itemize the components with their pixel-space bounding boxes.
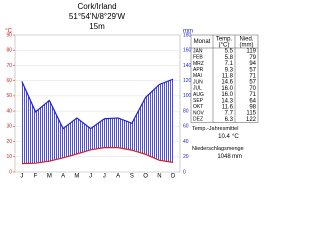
x-tick-label: F [34, 174, 38, 180]
y-tick-label: 50 [6, 93, 12, 99]
table-precip: 94 [249, 61, 256, 67]
table-month: SEP [193, 98, 204, 104]
y2-tick-label: 160 [183, 48, 192, 54]
subtitle: 51°54'N/8°29'W [69, 12, 126, 21]
x-tick-label: M [74, 174, 79, 180]
table-temp: 9.3 [225, 67, 234, 73]
y-tick-label: 70 [6, 63, 12, 69]
table-header-unit: (°C) [219, 43, 230, 49]
table-precip: 71 [249, 92, 256, 98]
table-temp: 5.8 [225, 55, 234, 61]
table-month: OKT [193, 104, 203, 110]
y-tick-label: 90 [6, 32, 12, 38]
x-tick-label: S [130, 174, 134, 180]
annual-value: 10.4 [218, 134, 230, 140]
table-header: Nied. [239, 37, 253, 43]
table-precip: 119 [246, 49, 256, 55]
x-tick-label: N [157, 174, 161, 180]
table-month: DEZ [193, 117, 203, 123]
y2-tick-label: 120 [183, 78, 192, 84]
y-axis-label: °C [5, 29, 12, 35]
table-temp: 11.6 [222, 104, 234, 110]
annual-label: Niederschlagsmenge [192, 146, 244, 152]
table-temp: 6.3 [225, 117, 234, 123]
table-month: APR [193, 67, 204, 73]
y-tick-label: 80 [6, 48, 12, 54]
table-precip: 70 [249, 86, 256, 92]
table-precip: 79 [249, 55, 256, 61]
table-precip: 57 [249, 67, 256, 73]
x-tick-label: D [171, 174, 176, 180]
x-tick-label: A [116, 174, 120, 180]
table-precip: 64 [249, 98, 256, 104]
table-month: MRZ [193, 61, 204, 67]
y2-tick-label: 40 [183, 139, 189, 145]
table-temp: 5.5 [225, 49, 234, 55]
table-month: AUG [193, 92, 204, 98]
table-header-unit: (mm) [240, 43, 254, 49]
table-temp: 16.0 [221, 86, 233, 92]
table-month: JAN [193, 48, 203, 54]
y2-tick-label: 80 [183, 108, 189, 114]
table-header: Monat [194, 39, 211, 45]
precipitation-line [21, 78, 174, 130]
y-tick-label: 20 [6, 139, 12, 145]
elevation: 15m [89, 22, 105, 31]
table-month: MAI [193, 73, 202, 79]
table-month: FEB [193, 55, 203, 61]
table-month: JUL [193, 86, 202, 92]
y-tick-label: 10 [6, 154, 12, 160]
y2-tick-label: 100 [183, 93, 192, 99]
table-precip: 57 [249, 80, 256, 86]
y-tick-label: 60 [6, 78, 12, 84]
y2-tick-label: 0 [183, 169, 186, 175]
humid-fill [21, 79, 174, 164]
table-header: Temp. [216, 37, 233, 43]
x-tick-label: J [103, 174, 106, 180]
x-tick-label: O [143, 174, 148, 180]
y2-tick-label: 180 [183, 32, 192, 38]
y2-tick-label: 140 [183, 63, 192, 69]
annual-value: 1048 [217, 154, 231, 160]
x-tick-label: A [61, 174, 65, 180]
table-precip: 98 [249, 104, 256, 110]
y2-tick-label: 20 [183, 154, 189, 160]
table-temp: 14.3 [221, 98, 233, 104]
temperature-line [21, 147, 174, 165]
table-precip: 71 [249, 73, 256, 79]
title: Cork/Irland [77, 2, 116, 11]
y-tick-label: 40 [6, 108, 12, 114]
table-temp: 7.1 [225, 61, 234, 67]
table-temp: 16.0 [221, 92, 233, 98]
y-tick-label: 0 [9, 169, 12, 175]
table-month: JUN [193, 79, 203, 85]
table-month: NOV [193, 110, 205, 116]
table-temp: 14.6 [221, 80, 233, 86]
annual-unit: °C [232, 134, 239, 140]
table-temp: 11.8 [222, 73, 234, 79]
y-tick-label: 30 [6, 124, 12, 130]
y2-axis-label: mm [183, 29, 193, 35]
climate-diagram: Cork/Irland 51°54'N/8°29'W 15m 0 20 40 60 80… [5, 2, 259, 180]
table-precip: 115 [246, 111, 256, 117]
x-tick-label: J [20, 174, 23, 180]
y2-tick-label: 60 [183, 124, 189, 130]
x-tick-label: M [47, 174, 52, 180]
table-frame [190, 34, 259, 123]
annual-label: Temp.-Jahresmittel [192, 126, 238, 132]
annual-unit: mm [232, 154, 242, 160]
table-precip: 122 [246, 117, 257, 123]
table-temp: 7.7 [225, 111, 234, 117]
x-tick-label: J [89, 174, 92, 180]
